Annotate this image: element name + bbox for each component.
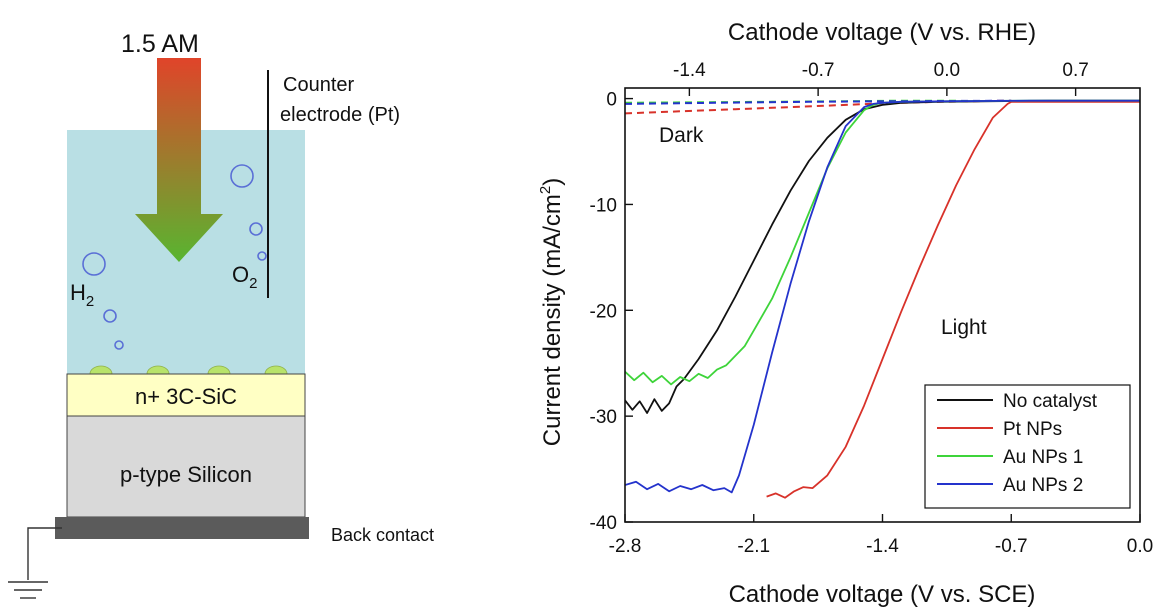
- h2-label: H2: [70, 280, 94, 310]
- sic-layer: [66, 373, 306, 417]
- bubble-icon: [114, 340, 124, 350]
- x2-tick-label: 0.0: [934, 60, 960, 81]
- counter-electrode-label-line1: Counter: [283, 74, 354, 96]
- axis-ticks: -2.8 -2.1 -1.4 -0.7 0.0 -1.4 -0.7 0.0 0.7 0 -10 -20…: [590, 60, 1154, 557]
- x-tick-label: 0.0: [1127, 536, 1153, 557]
- data-series: [625, 99, 1140, 499]
- x-tick-label: -2.8: [609, 536, 642, 557]
- o2-label: O2: [232, 262, 257, 292]
- x-tick-label: -1.4: [866, 536, 899, 557]
- legend-label: Au NPs 1: [1003, 447, 1083, 468]
- dark-curve: [625, 99, 1012, 115]
- series-line-2: [766, 100, 1140, 499]
- annotation-light: Light: [941, 316, 987, 339]
- y-tick-label: -20: [590, 301, 617, 322]
- bubble-icon: [249, 222, 263, 236]
- y-tick-label: -30: [590, 407, 617, 428]
- y-axis-title: Current density (mA/cm2): [537, 178, 566, 446]
- bubble-icon: [257, 251, 267, 261]
- bubble-icon: [82, 252, 106, 276]
- legend-label: No catalyst: [1003, 391, 1098, 412]
- silicon-layer: [66, 415, 306, 518]
- light-source-label: 1.5 AM: [121, 30, 199, 58]
- gas-bubbles: [82, 164, 267, 350]
- y-tick-label: 0: [606, 90, 617, 111]
- legend-items: No catalyst Pt NPs Au NPs 1 Au NPs 2: [937, 391, 1098, 496]
- legend-label: Pt NPs: [1003, 419, 1062, 440]
- counter-electrode-label-line2: electrode (Pt): [280, 104, 400, 126]
- device-schematic: Counter electrode (Pt) 1.5 AM H2 O2 n+ 3…: [8, 30, 434, 599]
- back-contact: [55, 517, 309, 539]
- series-line-4: [625, 99, 1140, 494]
- bubble-icon: [103, 309, 117, 323]
- legend-box: [924, 384, 1131, 509]
- jv-chart: Cathode voltage (V vs. RHE) Cathode volt…: [537, 19, 1153, 608]
- y-tick-label: -40: [590, 513, 617, 534]
- y-tick-label: -10: [590, 195, 617, 216]
- annotation-dark: Dark: [659, 124, 704, 147]
- x2-tick-label: -0.7: [802, 60, 835, 81]
- x-tick-label: -2.1: [737, 536, 770, 557]
- series-line-1: [625, 99, 1140, 414]
- top-axis-title: Cathode voltage (V vs. RHE): [728, 19, 1036, 46]
- bottom-axis-title: Cathode voltage (V vs. SCE): [729, 581, 1036, 608]
- silicon-layer-label: p-type Silicon: [120, 462, 252, 487]
- light-arrow-icon: [135, 58, 223, 262]
- bubble-icon: [230, 164, 254, 188]
- sic-layer-label: n+ 3C-SiC: [135, 384, 237, 409]
- x2-tick-label: 0.7: [1062, 60, 1088, 81]
- legend: No catalyst Pt NPs Au NPs 1 Au NPs 2: [924, 384, 1131, 509]
- legend-label: Au NPs 2: [1003, 475, 1083, 496]
- x2-tick-label: -1.4: [673, 60, 706, 81]
- plot-frame: [624, 87, 1141, 523]
- back-contact-label: Back contact: [331, 525, 434, 545]
- x-tick-label: -0.7: [995, 536, 1028, 557]
- ground-icon: [8, 527, 62, 599]
